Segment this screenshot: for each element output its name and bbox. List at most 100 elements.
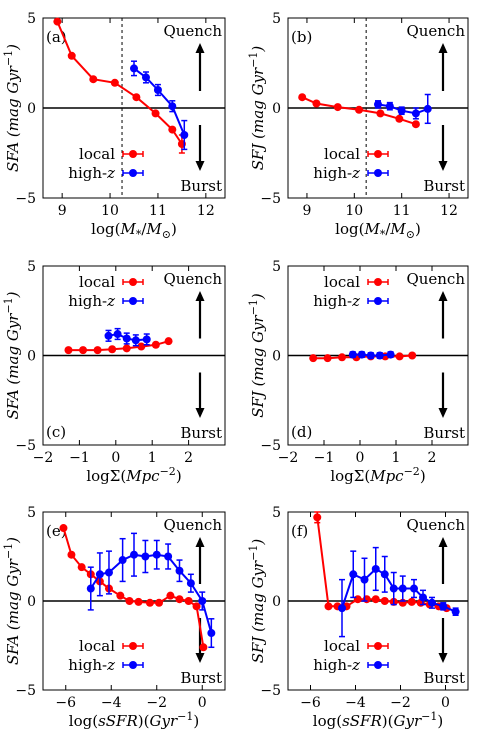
data-point	[309, 354, 318, 363]
data-point	[338, 353, 346, 362]
data-point	[389, 584, 398, 593]
data-point	[375, 351, 384, 360]
data-point	[122, 334, 131, 343]
y-tick-label: −5	[260, 191, 281, 207]
y-tick-label: −5	[15, 683, 36, 699]
burst-label: Burst	[180, 669, 222, 687]
legend-label: high-z	[68, 292, 115, 310]
data-point	[192, 602, 201, 611]
y-tick-label: 5	[27, 259, 36, 275]
data-point	[141, 552, 150, 561]
data-point	[410, 584, 418, 593]
y-tick-label: 0	[27, 594, 36, 610]
data-point	[376, 109, 385, 118]
y-tick-label: 0	[272, 349, 281, 365]
legend-label: high-z	[313, 656, 360, 674]
data-point	[395, 114, 404, 123]
x-tick-label: −6	[300, 695, 321, 711]
data-point	[168, 125, 177, 134]
data-point	[349, 570, 358, 579]
x-tick-label: 0	[356, 450, 365, 466]
series-high-z	[348, 350, 395, 360]
legend-label: high-z	[313, 292, 360, 310]
data-point	[86, 584, 95, 593]
data-point	[93, 346, 102, 355]
data-point	[333, 103, 342, 112]
data-point	[353, 595, 362, 604]
data-point	[131, 336, 140, 345]
y-axis-label: SFJ (mag Gyr−1)	[247, 46, 267, 171]
x-axis-label: logΣ(Mpc−2)	[86, 465, 181, 485]
y-tick-label: 5	[27, 505, 36, 521]
burst-arrow-head	[195, 408, 205, 418]
data-point	[324, 602, 333, 611]
burst-arrow-head	[438, 408, 448, 418]
x-tick-label: −2	[33, 450, 54, 466]
data-point	[125, 597, 134, 605]
data-point	[116, 591, 125, 600]
data-point	[95, 570, 104, 579]
x-tick-label: −2	[278, 450, 299, 466]
y-tick-label: −5	[260, 683, 281, 699]
data-point	[134, 597, 143, 606]
quench-arrow-head	[195, 43, 205, 53]
data-point	[360, 575, 369, 584]
quench-label: Quench	[406, 270, 465, 288]
panel-label: (c)	[46, 423, 66, 441]
x-tick-label: −2	[146, 695, 167, 711]
data-point	[374, 100, 382, 109]
data-point	[423, 104, 432, 113]
x-tick-label: 9	[302, 203, 311, 219]
data-point	[142, 335, 151, 344]
data-point	[366, 351, 375, 360]
x-tick-label: 11	[393, 203, 411, 219]
x-tick-label: 0	[111, 450, 120, 466]
legend-marker	[129, 169, 137, 177]
data-point	[175, 595, 184, 604]
data-point	[419, 593, 427, 602]
series-line-high-z	[341, 567, 457, 613]
legend-marker	[129, 642, 137, 650]
x-axis-label: logΣ(Mpc−2)	[330, 465, 425, 485]
burst-arrow-head	[438, 653, 448, 663]
data-point	[180, 131, 189, 139]
data-point	[199, 643, 208, 652]
x-tick-label: 2	[428, 450, 437, 466]
x-tick-label: −1	[314, 450, 335, 466]
data-point	[451, 607, 460, 616]
y-tick-label: 0	[27, 349, 36, 365]
x-tick-label: −2	[390, 695, 411, 711]
data-point	[298, 93, 307, 102]
burst-label: Burst	[180, 177, 222, 195]
legend-marker	[374, 169, 382, 177]
burst-arrow-head	[195, 653, 205, 663]
data-point	[408, 351, 417, 360]
burst-arrow-head	[438, 161, 448, 171]
data-point	[141, 73, 150, 82]
series-high-z	[104, 327, 151, 347]
y-tick-label: 0	[272, 101, 281, 117]
data-point	[59, 524, 68, 533]
data-point	[371, 595, 380, 604]
series-local	[59, 524, 208, 652]
series-high-z	[338, 546, 460, 638]
y-tick-label: 5	[272, 11, 281, 27]
y-axis-label: SFA (mag Gyr−1)	[2, 291, 22, 419]
x-axis-label: log(M*/M⊙)	[335, 220, 421, 241]
quench-arrow-head	[195, 537, 205, 547]
x-tick-label: 1	[392, 450, 401, 466]
data-point	[357, 350, 366, 359]
data-point	[428, 598, 436, 607]
y-axis-label: SFJ (mag Gyr−1)	[247, 293, 267, 418]
x-axis-label: log(sSFR)(Gyr−1)	[69, 710, 199, 730]
legend-marker	[374, 278, 382, 286]
legend-label: local	[79, 145, 115, 163]
data-point	[371, 564, 380, 573]
y-axis-label: SFJ (mag Gyr−1)	[247, 539, 267, 664]
